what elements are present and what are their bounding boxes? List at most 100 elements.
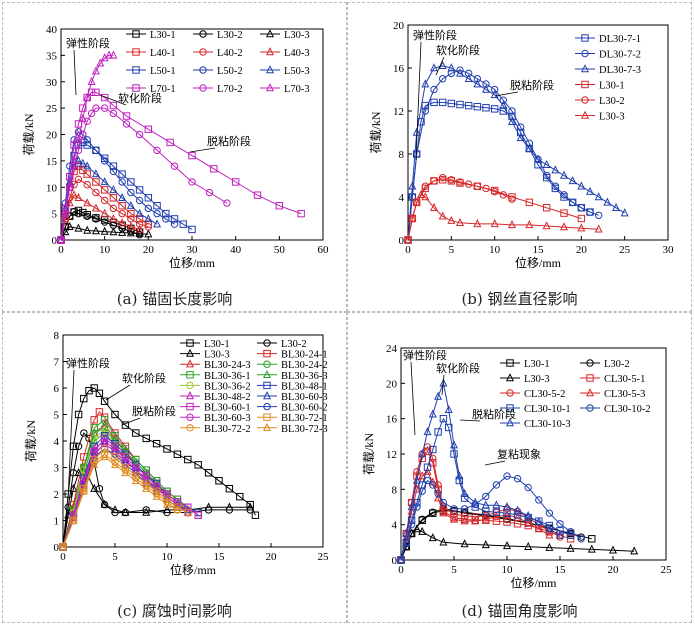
y-tick-label: 10 xyxy=(46,182,58,194)
data-point xyxy=(79,208,87,217)
data-point xyxy=(87,76,96,85)
legend-marker xyxy=(581,96,589,104)
annotation-label: 软化阶段 xyxy=(118,91,162,105)
data-point xyxy=(91,66,100,75)
legend-marker xyxy=(506,404,514,412)
data-point xyxy=(577,181,586,190)
data-point xyxy=(471,516,480,525)
data-point xyxy=(92,104,100,112)
legend-label: L40-2 xyxy=(217,48,243,59)
series-line xyxy=(60,141,193,241)
data-point xyxy=(473,103,482,111)
legend-marker xyxy=(506,389,514,397)
y-tick-label: 4 xyxy=(392,520,398,532)
annotation-arrow xyxy=(189,147,216,153)
data-point xyxy=(100,416,109,424)
legend-marker xyxy=(199,48,207,56)
series-d-8 xyxy=(396,378,565,564)
data-point xyxy=(74,209,83,218)
series-c-17 xyxy=(58,452,182,551)
data-point xyxy=(556,520,564,528)
data-point xyxy=(144,194,153,202)
legend-marker xyxy=(263,360,271,368)
data-point xyxy=(407,502,416,511)
data-point xyxy=(502,541,512,550)
panel-d-border xyxy=(347,312,692,623)
data-point xyxy=(144,220,153,228)
legend-marker xyxy=(262,369,272,378)
legend-marker xyxy=(199,30,207,38)
data-point xyxy=(473,75,482,83)
data-point xyxy=(630,546,639,555)
legend-marker xyxy=(132,30,140,38)
y-tick-label: 0 xyxy=(52,235,58,247)
legend-label: DL30-7-1 xyxy=(599,34,641,45)
x-tick-label: 0 xyxy=(58,244,64,256)
legend-label: L70-1 xyxy=(150,84,176,95)
legend-marker xyxy=(506,359,514,367)
data-point xyxy=(473,219,482,228)
data-point xyxy=(118,170,126,178)
data-point xyxy=(408,213,417,222)
data-point xyxy=(525,220,534,229)
data-point xyxy=(429,445,437,454)
legend-a: L30-1 L30-2 L30-3 L40-1 L40-2 L40-3 L50-1 L50-2… xyxy=(126,29,310,95)
data-point xyxy=(132,466,140,474)
legend-label: L30-3 xyxy=(599,112,625,123)
data-point xyxy=(413,467,421,476)
data-point xyxy=(577,204,586,212)
annotation-arrow xyxy=(73,49,77,96)
annotation-arrow xyxy=(435,56,445,76)
data-point xyxy=(194,461,202,469)
legend-marker xyxy=(199,84,207,92)
series-line xyxy=(400,381,561,561)
data-point xyxy=(471,513,479,521)
data-point xyxy=(460,539,469,548)
annotation-label: 弹性阶段 xyxy=(413,28,457,42)
data-point xyxy=(170,220,179,228)
data-point xyxy=(577,223,586,232)
x-tick-label: 10 xyxy=(502,564,514,576)
data-point xyxy=(90,436,99,445)
y-tick-label: 12 xyxy=(393,106,404,118)
annotation-arrow xyxy=(494,91,519,97)
legend-label: BL30-72-3 xyxy=(281,424,328,435)
series-line xyxy=(62,387,256,548)
data-point xyxy=(577,214,586,223)
legend-label: CL30-10-2 xyxy=(604,404,651,415)
data-point xyxy=(109,109,118,118)
data-point xyxy=(460,488,469,497)
y-tick-label: 0 xyxy=(392,555,398,567)
x-tick-label: 25 xyxy=(661,564,673,576)
data-point xyxy=(608,545,618,554)
data-point xyxy=(109,162,118,170)
y-tick-label: 16 xyxy=(393,63,405,75)
data-point xyxy=(587,544,596,553)
data-point xyxy=(559,170,569,179)
legend-label: L30-3 xyxy=(204,350,230,361)
series-line xyxy=(407,101,591,241)
data-point xyxy=(464,101,473,110)
data-point xyxy=(481,514,490,523)
data-point xyxy=(118,178,126,186)
data-point xyxy=(542,171,551,180)
legend-marker xyxy=(263,413,271,421)
series-b-4 xyxy=(404,173,516,244)
data-point xyxy=(594,211,603,219)
data-point xyxy=(402,528,411,537)
data-point xyxy=(95,408,104,416)
data-point xyxy=(74,192,83,201)
annotation-arrow xyxy=(459,419,481,422)
series-b-3 xyxy=(404,176,586,244)
legend-label: L30-1 xyxy=(204,339,230,350)
data-point xyxy=(447,69,456,78)
data-point xyxy=(90,424,98,432)
legend-label: CL30-10-1 xyxy=(524,404,571,415)
data-point xyxy=(184,503,192,511)
data-point xyxy=(545,509,554,517)
data-point xyxy=(205,188,214,197)
data-point xyxy=(225,485,234,493)
legend-marker xyxy=(262,422,272,431)
data-point xyxy=(482,104,490,112)
data-point xyxy=(551,165,560,174)
